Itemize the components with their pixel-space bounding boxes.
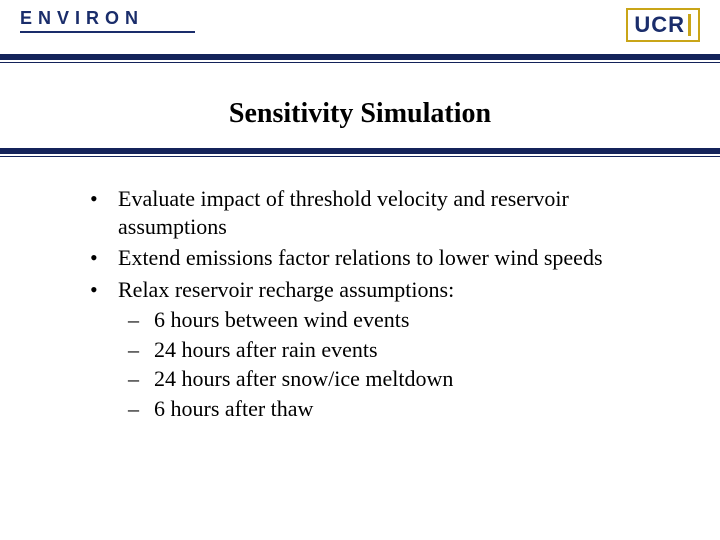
logo-environ-underline [20, 31, 195, 33]
sub-bullet-item: 6 hours after thaw [128, 394, 660, 424]
sub-bullet-list: 6 hours between wind events 24 hours aft… [128, 305, 660, 424]
logo-environ: ENVIRON [20, 8, 195, 33]
bullet-text: Relax reservoir recharge assumptions: [118, 277, 454, 302]
sub-bullet-text: 24 hours after rain events [154, 337, 378, 362]
logo-environ-text: ENVIRON [20, 8, 195, 29]
bullet-list: Evaluate impact of threshold velocity an… [90, 185, 660, 424]
slide-body: Evaluate impact of threshold velocity an… [90, 185, 660, 428]
sub-bullet-text: 6 hours after thaw [154, 396, 313, 421]
slide: ENVIRON UCR Sensitivity Simulation Evalu… [0, 0, 720, 540]
sub-bullet-text: 6 hours between wind events [154, 307, 409, 332]
header: ENVIRON UCR [0, 0, 720, 60]
sub-bullet-item: 24 hours after snow/ice meltdown [128, 364, 660, 394]
sub-bullet-text: 24 hours after snow/ice meltdown [154, 366, 453, 391]
divider-thin-bottom [0, 156, 720, 157]
logo-ucr-bar-icon [688, 14, 691, 36]
bullet-text: Extend emissions factor relations to low… [118, 245, 603, 270]
divider-thick-top [0, 54, 720, 60]
divider-thin-top [0, 62, 720, 63]
bullet-item: Relax reservoir recharge assumptions: 6 … [90, 276, 660, 424]
bullet-item: Extend emissions factor relations to low… [90, 244, 660, 272]
divider-thick-bottom [0, 148, 720, 154]
bullet-text: Evaluate impact of threshold velocity an… [118, 186, 569, 239]
logo-ucr-text: UCR [634, 12, 685, 38]
sub-bullet-item: 24 hours after rain events [128, 335, 660, 365]
logo-ucr: UCR [626, 8, 700, 42]
slide-title: Sensitivity Simulation [0, 98, 720, 130]
sub-bullet-item: 6 hours between wind events [128, 305, 660, 335]
bullet-item: Evaluate impact of threshold velocity an… [90, 185, 660, 240]
